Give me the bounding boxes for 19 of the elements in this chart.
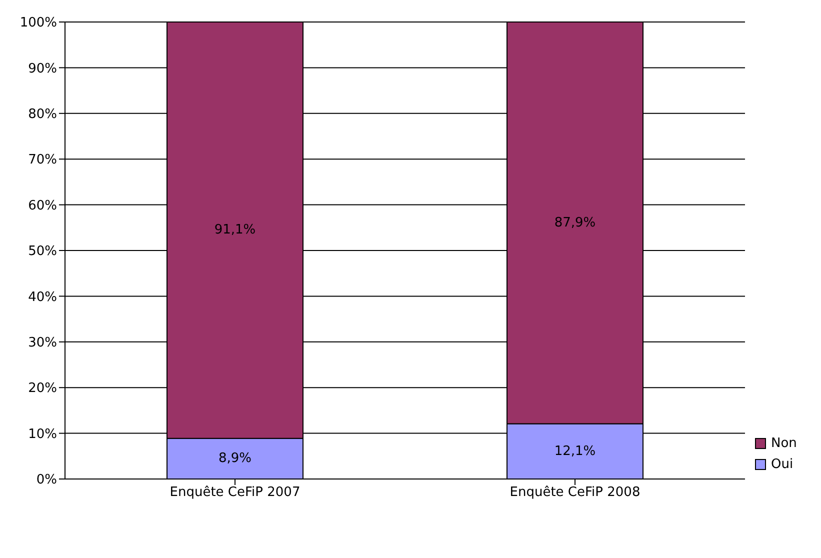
y-tick-label: 90%: [28, 61, 57, 76]
data-label: 12,1%: [554, 444, 596, 459]
y-tick-label: 30%: [28, 336, 57, 351]
legend-label: Oui: [771, 457, 794, 472]
x-tick-label: Enquête CeFiP 2007: [170, 485, 300, 500]
y-tick-label: 10%: [28, 426, 57, 442]
data-label: 91,1%: [214, 222, 256, 238]
y-tick-label: 70%: [28, 152, 57, 168]
y-tick-label: 100%: [20, 16, 57, 31]
data-label: 8,9%: [218, 451, 252, 466]
y-tick-label: 20%: [28, 381, 57, 396]
x-tick-label: Enquête CeFiP 2008: [510, 485, 640, 500]
data-label: 87,9%: [554, 215, 596, 230]
y-tick-label: 50%: [28, 244, 57, 260]
y-tick-label: 40%: [28, 290, 57, 305]
legend-label: Non: [771, 436, 797, 451]
y-tick-label: 60%: [28, 198, 57, 214]
y-tick-label: 80%: [28, 107, 57, 122]
y-tick-label: 0%: [36, 472, 57, 488]
